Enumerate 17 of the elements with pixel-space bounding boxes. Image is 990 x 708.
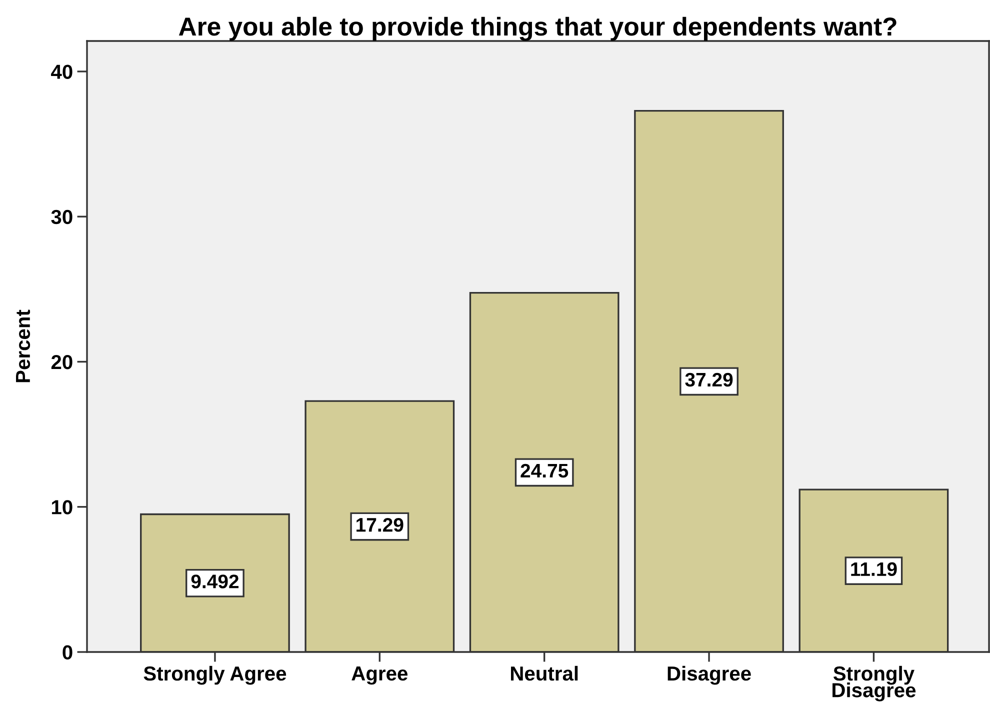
y-tick-label: 20: [51, 354, 72, 370]
x-tick-label: Strongly Disagree: [832, 666, 916, 702]
data-label: 37.29: [685, 372, 733, 387]
chart-title: Are you able to provide things that your dependents want?: [178, 16, 896, 41]
data-label: 24.75: [520, 464, 568, 478]
y-axis-title: Percent: [16, 310, 30, 382]
x-tick-label: Neutral: [510, 666, 578, 681]
x-tick-label: Strongly Agree: [144, 666, 286, 685]
y-tick-label: 30: [51, 210, 72, 224]
data-label: 9.492: [191, 574, 239, 588]
x-tick-label: Disagree: [668, 666, 751, 685]
data-label: 17.29: [356, 518, 404, 532]
y-tick-label: 10: [52, 500, 72, 514]
data-label: 11.19: [851, 562, 897, 576]
y-tick-label: 40: [51, 64, 72, 79]
y-tick-label: 0: [62, 645, 72, 660]
x-tick-label: Agree: [352, 666, 408, 685]
